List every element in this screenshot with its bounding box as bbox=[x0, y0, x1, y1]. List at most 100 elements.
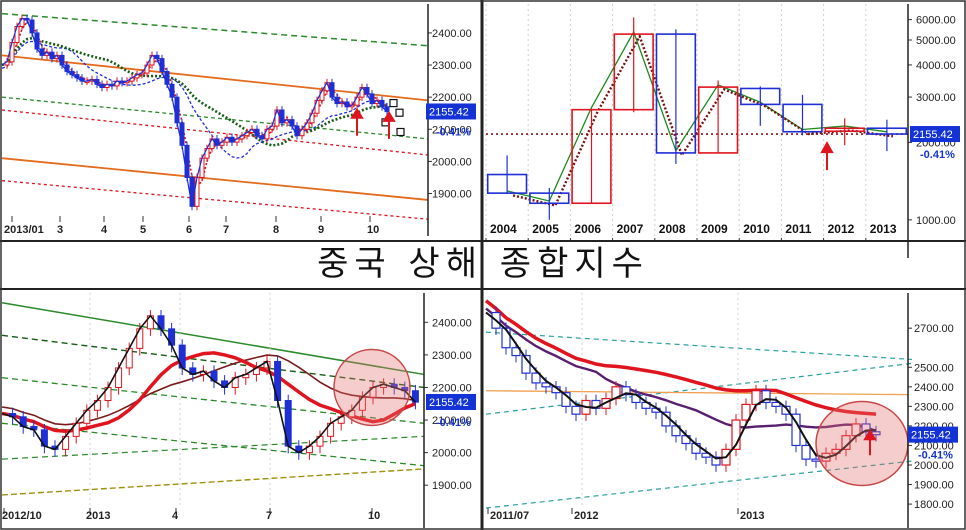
y-tick-label: 2500.00 bbox=[914, 362, 954, 374]
y-tick-label: 1900.00 bbox=[914, 480, 954, 492]
candle-body bbox=[511, 347, 521, 357]
y-tick-label: 6000.00 bbox=[916, 15, 956, 27]
channel-line-teal-top bbox=[485, 331, 913, 361]
arrow-up-icon bbox=[820, 141, 834, 171]
y-tick-label: 2200.00 bbox=[432, 382, 472, 394]
candle-body bbox=[613, 33, 654, 111]
trend-line-orange-2 bbox=[1, 157, 429, 201]
y-tick-label: 1900.00 bbox=[432, 189, 472, 201]
candle-body bbox=[621, 386, 631, 396]
price-badge-label: 2155.42 bbox=[429, 397, 469, 409]
candle-body bbox=[29, 19, 35, 34]
arrow-up-icon bbox=[863, 429, 877, 456]
x-tick-label: 2008 bbox=[659, 222, 686, 236]
ma-long-green bbox=[1, 36, 388, 147]
trend-line-orange bbox=[485, 390, 909, 396]
x-tick-label: 2012 bbox=[574, 510, 598, 522]
x-tick-label: 2006 bbox=[574, 222, 601, 236]
x-tick-label: 2011 bbox=[785, 222, 811, 236]
ma-dotted-dark-red bbox=[512, 33, 894, 207]
candle-body bbox=[531, 372, 541, 384]
candle-body bbox=[824, 127, 865, 133]
candle-body bbox=[541, 382, 551, 388]
x-tick-label: 7 bbox=[223, 224, 229, 236]
y-tick-label: 2400.00 bbox=[914, 382, 954, 394]
y-tick-label: 2100.00 bbox=[432, 415, 472, 427]
support-line-olive bbox=[1, 468, 425, 496]
channel-line-red-1 bbox=[1, 109, 429, 156]
y-tick-label: 2400.00 bbox=[432, 28, 472, 40]
highlight-circle bbox=[815, 400, 909, 487]
channel-line-green-mid bbox=[1, 96, 429, 140]
x-tick-label: 2013 bbox=[870, 222, 897, 236]
arrow-up-icon bbox=[382, 111, 396, 139]
candle-body bbox=[199, 157, 205, 178]
panel-weekly-2011-07: 1800.001900.002000.002100.002200.002300.… bbox=[484, 293, 958, 528]
price-badge bbox=[910, 126, 960, 143]
x-tick-label: 2013 bbox=[740, 510, 764, 522]
ma-short-black bbox=[485, 311, 877, 460]
x-tick-label: 8 bbox=[273, 224, 279, 236]
x-tick-label: 2004 bbox=[490, 222, 517, 236]
candle-body bbox=[179, 122, 185, 146]
panel-daily-2013: 1900.00 2000.00 2100.00 2200.00 2300.00 2400.… bbox=[1, 4, 476, 236]
x-tick-label: 2013 bbox=[86, 510, 110, 522]
y-tick-label: 2400.00 bbox=[432, 317, 472, 329]
x-tick-label: 2010 bbox=[743, 222, 770, 236]
y-tick-label: 2700.00 bbox=[914, 323, 954, 335]
ma-dark-red bbox=[1, 354, 416, 426]
candle-body bbox=[329, 82, 335, 98]
candle-body bbox=[174, 96, 180, 124]
candle-body bbox=[740, 87, 781, 106]
candle-body bbox=[194, 176, 200, 207]
x-tick-label: 4 bbox=[172, 510, 179, 522]
ma-red-thick bbox=[484, 299, 877, 416]
highlight-circle bbox=[333, 348, 411, 427]
candle-body bbox=[14, 25, 20, 44]
x-tick-label: 10 bbox=[368, 510, 380, 522]
x-tick-label: 3 bbox=[57, 224, 63, 236]
candle-body bbox=[571, 108, 612, 205]
candle-body bbox=[9, 42, 15, 63]
y-tick-label: 1800.00 bbox=[914, 499, 954, 511]
price-badge bbox=[426, 103, 476, 120]
channel-line-red-2 bbox=[1, 180, 429, 220]
y-tick-label: 1000.00 bbox=[916, 215, 956, 227]
x-tick-label: 6 bbox=[186, 224, 192, 236]
price-badge bbox=[908, 426, 958, 443]
candle-body bbox=[486, 173, 528, 194]
candle-body bbox=[34, 32, 40, 50]
change-label: -0.41% bbox=[436, 417, 471, 429]
y-tick-label: 3000.00 bbox=[916, 92, 956, 104]
candle-body bbox=[655, 33, 697, 154]
candle-body bbox=[741, 403, 751, 421]
x-tick-label: 2005 bbox=[532, 222, 559, 236]
y-tick-label: 1900.00 bbox=[432, 480, 472, 492]
candle-body bbox=[771, 401, 781, 407]
candle-body bbox=[314, 99, 320, 114]
chart-main-title: 중국 상해 종합지수 bbox=[317, 244, 649, 284]
x-tick-label: 2011/07 bbox=[490, 510, 529, 522]
price-badge bbox=[426, 393, 476, 410]
candle-body bbox=[529, 192, 570, 205]
candle-body bbox=[861, 423, 871, 433]
y-tick-label: 2300.00 bbox=[914, 401, 954, 413]
y-tick-label: 2200.00 bbox=[432, 92, 472, 104]
y-tick-label: 5000.00 bbox=[916, 35, 956, 47]
trend-line-orange-1 bbox=[1, 54, 429, 102]
price-badge-label: 2155.42 bbox=[913, 129, 953, 141]
candle-body bbox=[711, 456, 721, 466]
change-label: -0.41% bbox=[436, 126, 471, 138]
y-tick-label: 2100.00 bbox=[432, 124, 472, 136]
channel-line-green-top bbox=[1, 302, 425, 376]
x-tick-label: 2007 bbox=[617, 222, 644, 236]
price-series bbox=[1, 314, 416, 454]
candle-body bbox=[781, 405, 791, 415]
projection-box bbox=[396, 127, 405, 137]
candle-body bbox=[801, 444, 811, 460]
price-badge-label: 2155.42 bbox=[429, 106, 469, 118]
projection-box bbox=[395, 108, 404, 117]
x-tick-label: 10 bbox=[367, 224, 379, 236]
x-tick-label: 9 bbox=[318, 224, 324, 236]
